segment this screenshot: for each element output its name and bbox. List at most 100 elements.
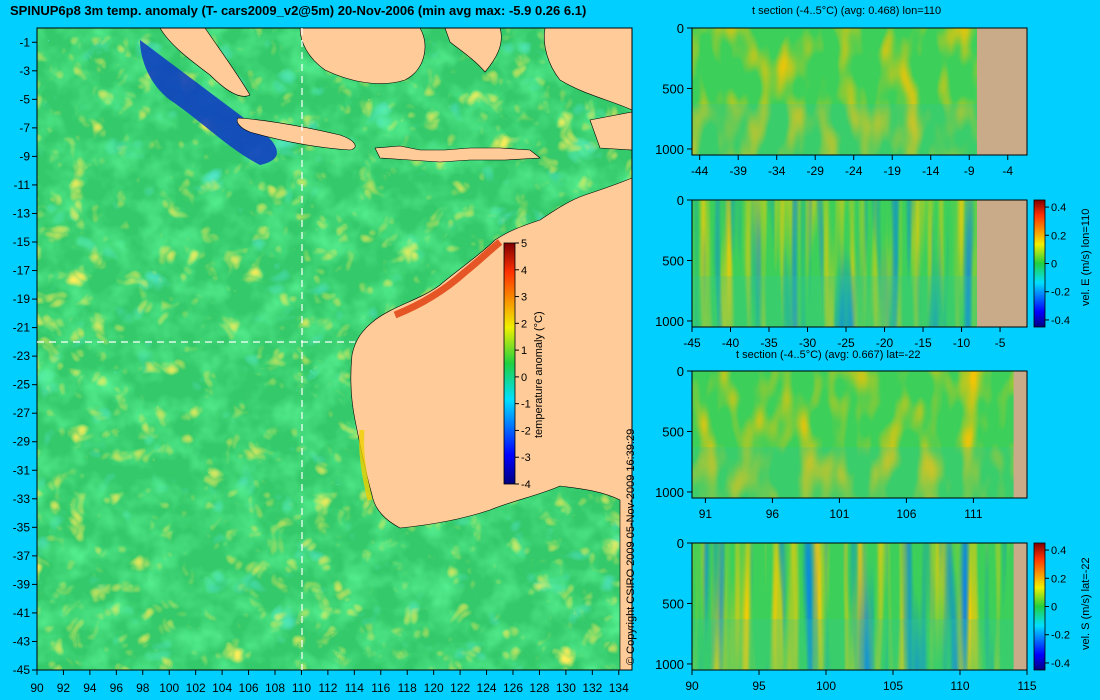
vel-s-section-x-tick-label: 105 xyxy=(883,679,903,693)
t-section-lon-land xyxy=(976,28,1027,155)
map-y-tick-label: -11 xyxy=(14,178,31,192)
cold-anomaly-patch xyxy=(140,40,277,165)
vel-e-section-land xyxy=(976,200,1027,327)
t-section-lat-y-tick-label: 500 xyxy=(662,424,684,439)
map-colorbar-tick-label: 1 xyxy=(521,345,527,357)
map-y-tick-label: -43 xyxy=(13,634,31,648)
map-y-tick-label: -25 xyxy=(13,378,31,392)
map-y-tick-label: -27 xyxy=(13,406,31,420)
t-section-lon-y-tick-label: 0 xyxy=(677,21,684,36)
t-section-lat-frame xyxy=(691,370,1028,499)
map-x-tick-label: 114 xyxy=(345,681,364,695)
map-panel xyxy=(36,27,633,671)
land-java xyxy=(236,117,356,151)
map-y-tick-label: -45 xyxy=(13,663,31,677)
t-section-lat-land xyxy=(1013,371,1027,498)
map-frame xyxy=(36,27,633,671)
t-section-lon-panel: -44 -39 -34 -29 -24 -19 -14 -9 -4 0 500 1000 xyxy=(655,21,1028,178)
map-y-tick-label: -1 xyxy=(19,35,30,49)
vel-e-section-colorbar-tick-label: 0.2 xyxy=(1051,230,1066,242)
map-colorbar-tick-label: -4 xyxy=(521,479,531,491)
vel-e-section-x-tick-label: -40 xyxy=(722,336,740,350)
map-y-tick-label: -5 xyxy=(19,92,30,106)
vel-s-section-colorbar xyxy=(1033,542,1046,671)
map-x-tick-label: 90 xyxy=(30,681,44,695)
vel-e-section-x-tick-label: -5 xyxy=(995,336,1006,350)
map-y-tick-label: -35 xyxy=(13,520,31,534)
vel-s-section-land xyxy=(1013,543,1027,670)
vel-e-section-x-tick-label: -15 xyxy=(914,336,932,350)
map-colorbar-tick-label: 3 xyxy=(521,292,527,304)
map-y-tick-label: -13 xyxy=(13,206,31,220)
map-x-tick-label: 110 xyxy=(292,681,311,695)
vel-e-section-x-tick-label: -30 xyxy=(799,336,817,350)
t-section-lat-panel: 91 96 101 106 111 0 500 1000 xyxy=(655,364,1028,521)
map-x-tick-label: 124 xyxy=(477,681,497,695)
t-section-lat-x-tick-label: 106 xyxy=(896,507,916,521)
map-x-tick-label: 106 xyxy=(239,681,259,695)
vel-e-section-x-tick-label: -35 xyxy=(760,336,778,350)
map-colorbar-gradient xyxy=(503,242,516,485)
vel-s-section-colorbar-tick-label: 0 xyxy=(1051,602,1057,614)
t-section-lon-title: t section (-4..5°C) (avg: 0.468) lon=110 xyxy=(752,5,942,17)
map-y-tick-label: -9 xyxy=(19,149,30,163)
t-section-lat-x-tick-label: 96 xyxy=(766,507,780,521)
map-x-tick-label: 130 xyxy=(556,681,576,695)
map-x-axis: 90 92 94 96 98 100 102 104 106 108 110 112 114 116 118… xyxy=(30,670,629,695)
map-colorbar-tick-label: 0 xyxy=(521,372,527,384)
map-x-tick-label: 118 xyxy=(398,681,417,695)
map-y-tick-label: -41 xyxy=(13,606,31,620)
vel-e-section-y-tick-label: 1000 xyxy=(655,314,684,329)
vel-s-section-colorbar-tick-label: -0.2 xyxy=(1051,630,1070,642)
t-section-lon-y-tick-label: 1000 xyxy=(655,142,684,157)
t-section-lat-x-tick-label: 111 xyxy=(964,507,983,521)
map-y-tick-label: -23 xyxy=(13,349,31,363)
map-x-tick-label: 134 xyxy=(609,681,629,695)
land-borneo xyxy=(299,27,426,84)
map-y-tick-label: -21 xyxy=(13,321,31,335)
map-x-tick-label: 126 xyxy=(503,681,523,695)
vel-e-section-x-tick-label: -20 xyxy=(876,336,894,350)
vel-s-section-panel: 90 95 100 105 110 115 0 500 1000 0.4 0.2 0 -0.2 -0.4 xyxy=(655,536,1070,693)
t-section-lon-x-tick-label: -24 xyxy=(845,164,863,178)
t-section-lon-y-tick-label: 500 xyxy=(662,81,684,96)
map-x-tick-label: 112 xyxy=(318,681,337,695)
map-x-tick-label: 100 xyxy=(159,681,179,695)
map-colorbar: 5 4 3 2 1 0 -1 -2 -3 -4 xyxy=(503,238,531,491)
map-x-tick-label: 120 xyxy=(424,681,444,695)
map-colorbar-tick-label: 4 xyxy=(521,265,527,277)
vel-e-section-frame xyxy=(691,199,1028,328)
vel-e-section-panel: -45 -40 -35 -30 -25 -20 -15 -10 -5 0 500 1000 0.4 0.2… xyxy=(655,193,1070,350)
t-section-lat-x-tick-label: 91 xyxy=(699,507,713,521)
map-y-tick-label: -15 xyxy=(13,235,31,249)
t-section-lon-x-tick-label: -9 xyxy=(964,164,975,178)
vel-e-section-x-tick-label: -25 xyxy=(837,336,855,350)
map-x-tick-label: 102 xyxy=(186,681,206,695)
t-section-lat-title: t section (-4..5°C) (avg: 0.667) lat=-22 xyxy=(736,349,921,361)
map-colorbar-tick-label: -3 xyxy=(521,452,531,464)
t-section-lon-x-tick-label: -19 xyxy=(884,164,902,178)
map-colorbar-tick-label: -2 xyxy=(521,425,531,437)
vel-s-section-y-tick-label: 500 xyxy=(662,596,684,611)
vel-e-section-colorbar-tick-label: 0 xyxy=(1051,259,1057,271)
map-y-tick-label: -3 xyxy=(19,64,30,78)
t-section-lat-x-tick-label: 101 xyxy=(829,507,849,521)
map-x-tick-label: 92 xyxy=(57,681,71,695)
vel-s-section-y-tick-label: 1000 xyxy=(655,657,684,672)
map-y-tick-label: -7 xyxy=(19,121,30,135)
t-section-lon-x-tick-label: -29 xyxy=(807,164,825,178)
vel-s-section-colorbar-tick-label: 0.2 xyxy=(1051,573,1066,585)
map-x-tick-label: 132 xyxy=(582,681,602,695)
t-section-lon-frame xyxy=(691,27,1028,156)
t-section-lat-y-tick-label: 0 xyxy=(677,364,684,379)
map-y-tick-label: -17 xyxy=(13,264,31,278)
land-sumatra xyxy=(159,27,251,97)
vel-e-section-colorbar xyxy=(1033,199,1046,328)
vel-e-section-x-tick-label: -10 xyxy=(953,336,971,350)
map-y-tick-label: -33 xyxy=(13,492,31,506)
map-x-tick-label: 128 xyxy=(529,681,549,695)
vel-s-section-colorbar-tick-label: -0.4 xyxy=(1051,658,1070,670)
map-y-tick-label: -31 xyxy=(13,463,31,477)
